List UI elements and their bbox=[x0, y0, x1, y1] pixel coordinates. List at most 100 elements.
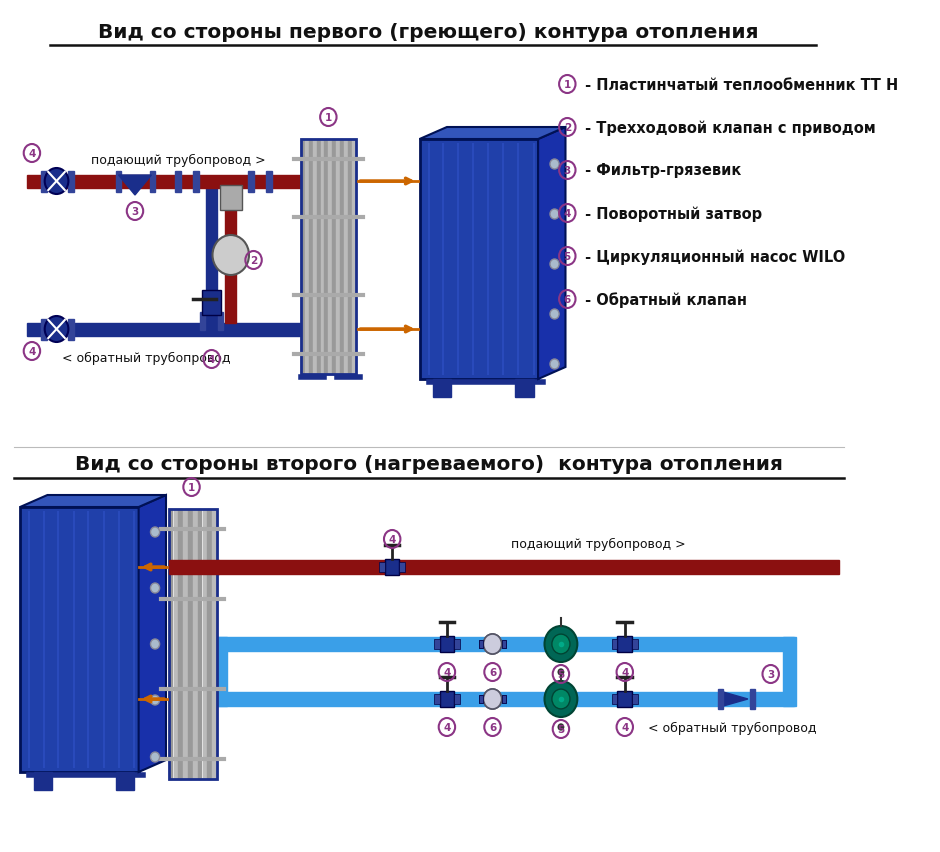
Bar bbox=[199, 313, 205, 331]
Bar bbox=[217, 692, 793, 706]
Circle shape bbox=[483, 634, 502, 654]
Text: - Пластинчатый теплообменник ТТ Н: - Пластинчатый теплообменник ТТ Н bbox=[580, 78, 899, 92]
Bar bbox=[478, 695, 483, 703]
Circle shape bbox=[150, 639, 160, 649]
Bar bbox=[478, 640, 483, 648]
Bar bbox=[321, 140, 323, 375]
Bar bbox=[502, 640, 507, 648]
Bar bbox=[352, 140, 354, 375]
Circle shape bbox=[45, 169, 69, 195]
Bar bbox=[478, 640, 483, 648]
Circle shape bbox=[558, 669, 564, 675]
Text: 3: 3 bbox=[564, 166, 571, 176]
Circle shape bbox=[552, 635, 570, 654]
Text: 5: 5 bbox=[557, 669, 565, 679]
Circle shape bbox=[150, 695, 160, 705]
Bar bbox=[328, 140, 331, 375]
Bar bbox=[220, 186, 242, 210]
Bar bbox=[750, 689, 755, 709]
Bar bbox=[202, 291, 221, 315]
Text: Вид со стороны первого (греющего) контура отопления: Вид со стороны первого (греющего) контур… bbox=[99, 22, 759, 42]
Bar bbox=[502, 695, 507, 703]
Bar bbox=[419, 140, 538, 379]
Bar bbox=[193, 509, 196, 779]
Bar bbox=[618, 636, 632, 653]
Bar bbox=[502, 640, 507, 648]
Text: 1: 1 bbox=[564, 80, 571, 90]
Bar bbox=[27, 323, 353, 336]
Text: 6: 6 bbox=[489, 722, 496, 732]
Bar bbox=[214, 637, 227, 706]
Text: 4: 4 bbox=[28, 149, 36, 158]
Text: 2: 2 bbox=[564, 123, 571, 133]
Bar bbox=[41, 171, 46, 193]
Bar bbox=[226, 187, 236, 324]
Bar bbox=[440, 691, 454, 707]
Circle shape bbox=[558, 724, 564, 730]
Circle shape bbox=[45, 317, 69, 343]
Bar bbox=[206, 187, 217, 324]
Circle shape bbox=[550, 160, 559, 170]
Bar bbox=[217, 637, 793, 651]
Bar bbox=[27, 176, 353, 188]
Text: < обратный трубопровод: < обратный трубопровод bbox=[648, 721, 816, 734]
Bar bbox=[384, 560, 400, 575]
Text: 4: 4 bbox=[564, 209, 571, 219]
Bar bbox=[612, 694, 618, 704]
Text: 6: 6 bbox=[489, 667, 496, 677]
Circle shape bbox=[544, 626, 577, 662]
Bar bbox=[344, 140, 347, 375]
Text: подающий трубопровод >: подающий трубопровод > bbox=[510, 537, 685, 550]
Bar bbox=[188, 509, 192, 779]
Bar bbox=[69, 171, 74, 193]
Polygon shape bbox=[20, 495, 166, 508]
Text: 4: 4 bbox=[621, 667, 629, 677]
Bar bbox=[175, 171, 180, 193]
Text: - Поворотный затвор: - Поворотный затвор bbox=[580, 206, 762, 222]
Circle shape bbox=[550, 360, 559, 370]
Bar bbox=[718, 689, 723, 709]
Circle shape bbox=[150, 527, 160, 538]
Bar bbox=[41, 320, 46, 340]
Text: 3: 3 bbox=[767, 669, 775, 679]
Bar bbox=[309, 140, 312, 375]
Bar bbox=[632, 639, 637, 649]
Bar bbox=[380, 562, 384, 573]
Bar bbox=[301, 140, 304, 375]
Bar bbox=[174, 509, 178, 779]
Circle shape bbox=[483, 634, 502, 654]
Bar bbox=[169, 509, 217, 779]
Bar bbox=[212, 509, 216, 779]
Bar bbox=[434, 694, 440, 704]
Bar bbox=[116, 171, 121, 193]
Bar bbox=[248, 171, 254, 193]
Polygon shape bbox=[419, 128, 566, 140]
Circle shape bbox=[550, 210, 559, 220]
Circle shape bbox=[483, 689, 502, 709]
Text: < обратный трубопровод: < обратный трубопровод bbox=[62, 351, 230, 364]
Bar bbox=[266, 171, 272, 193]
Bar bbox=[208, 509, 212, 779]
Bar bbox=[454, 639, 460, 649]
Circle shape bbox=[483, 689, 502, 709]
Bar bbox=[340, 140, 343, 375]
Text: 4: 4 bbox=[621, 722, 629, 732]
Text: 6: 6 bbox=[564, 295, 571, 305]
Polygon shape bbox=[723, 692, 748, 706]
Polygon shape bbox=[538, 128, 566, 379]
Text: 2: 2 bbox=[250, 256, 258, 266]
Circle shape bbox=[150, 752, 160, 762]
Text: Вид со стороны второго (нагреваемого)  контура отопления: Вид со стороны второго (нагреваемого) ко… bbox=[75, 454, 783, 473]
Circle shape bbox=[212, 236, 249, 276]
Text: 4: 4 bbox=[388, 534, 396, 544]
Bar bbox=[179, 509, 182, 779]
Bar bbox=[69, 320, 74, 340]
Bar bbox=[783, 637, 796, 706]
Bar bbox=[612, 639, 618, 649]
Bar bbox=[515, 379, 534, 398]
Bar bbox=[197, 509, 201, 779]
Circle shape bbox=[150, 584, 160, 593]
Bar bbox=[400, 562, 405, 573]
Bar bbox=[313, 140, 316, 375]
Bar bbox=[440, 636, 454, 653]
